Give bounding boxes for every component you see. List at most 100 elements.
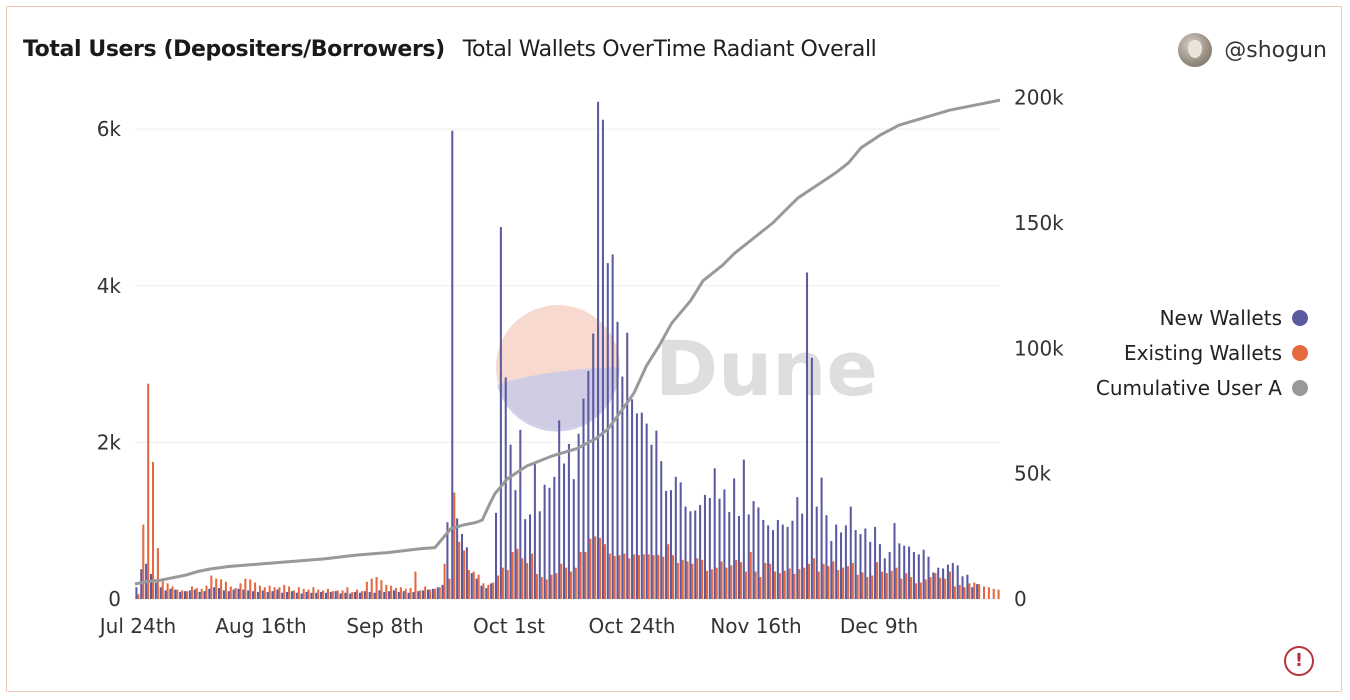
existing-wallets-bar bbox=[161, 578, 164, 599]
existing-wallets-bar bbox=[613, 555, 616, 599]
existing-wallets-bar bbox=[589, 538, 592, 599]
warning-icon[interactable]: ! bbox=[1284, 646, 1314, 676]
new-wallets-bar bbox=[650, 444, 653, 599]
existing-wallets-bar bbox=[351, 591, 354, 599]
new-wallets-bar bbox=[339, 593, 342, 599]
new-wallets-bar bbox=[747, 514, 750, 599]
new-wallets-bar bbox=[354, 591, 357, 599]
new-wallets-bar bbox=[840, 532, 843, 599]
existing-wallets-bar bbox=[531, 553, 534, 599]
new-wallets-bar bbox=[188, 590, 191, 599]
new-wallets-bar bbox=[767, 525, 770, 599]
new-wallets-bar bbox=[820, 477, 823, 599]
existing-wallets-bar bbox=[603, 544, 606, 599]
existing-wallets-bar bbox=[992, 588, 995, 599]
new-wallets-bar bbox=[956, 565, 959, 599]
new-wallets-bar bbox=[703, 494, 706, 599]
new-wallets-bar bbox=[626, 332, 629, 599]
existing-wallets-bar bbox=[798, 569, 801, 599]
new-wallets-bar bbox=[300, 593, 303, 599]
new-wallets-bar bbox=[752, 501, 755, 599]
new-wallets-bar bbox=[324, 592, 327, 599]
existing-wallets-bar bbox=[574, 567, 577, 599]
new-wallets-bar bbox=[436, 587, 439, 599]
new-wallets-bar bbox=[310, 592, 313, 599]
existing-wallets-bar bbox=[793, 573, 796, 599]
existing-wallets-bar bbox=[336, 590, 339, 599]
new-wallets-bar bbox=[198, 591, 201, 599]
new-wallets-bar bbox=[315, 592, 318, 599]
new-wallets-bar bbox=[937, 567, 940, 599]
new-wallets-bar bbox=[762, 519, 765, 599]
author-badge[interactable]: @shogun bbox=[1178, 33, 1327, 67]
existing-wallets-bar bbox=[642, 554, 645, 599]
new-wallets-bar bbox=[203, 591, 206, 599]
legend-item-cumulative[interactable]: Cumulative User A bbox=[1096, 370, 1308, 405]
cumulative-line-layer bbox=[134, 98, 1001, 586]
existing-wallets-bar bbox=[487, 584, 490, 599]
existing-wallets-bar bbox=[633, 554, 636, 599]
existing-wallets-bar bbox=[599, 537, 602, 599]
existing-wallets-bar bbox=[492, 582, 495, 599]
new-wallets-bar bbox=[679, 482, 682, 599]
new-wallets-bar bbox=[645, 423, 648, 599]
new-wallets-bar bbox=[742, 459, 745, 599]
new-wallets-bar bbox=[232, 589, 235, 599]
existing-wallets-bar bbox=[696, 558, 699, 599]
new-wallets-bar bbox=[631, 399, 634, 599]
new-wallets-bar bbox=[874, 526, 877, 599]
existing-wallets-bar bbox=[501, 567, 504, 599]
new-wallets-bar bbox=[470, 573, 473, 599]
existing-wallets-bar bbox=[978, 584, 981, 599]
existing-wallets-bar bbox=[934, 573, 937, 599]
legend-item-new-wallets[interactable]: New Wallets bbox=[1096, 300, 1308, 335]
chart-title: Total Users (Depositers/Borrowers) bbox=[23, 36, 445, 62]
new-wallets-bar bbox=[737, 515, 741, 599]
new-wallets-bars bbox=[135, 101, 979, 600]
new-wallets-bar bbox=[407, 592, 410, 599]
new-wallets-bar bbox=[903, 545, 906, 599]
existing-wallets-bar bbox=[234, 588, 237, 599]
new-wallets-bar bbox=[431, 588, 434, 599]
x-tick-label: Dec 9th bbox=[840, 614, 918, 638]
x-axis: Jul 24th Aug 16th Sep 8th Oct 1st Oct 24th No… bbox=[98, 614, 918, 638]
existing-wallets-bar bbox=[919, 582, 922, 599]
existing-wallets-bar bbox=[861, 572, 864, 599]
existing-wallets-bar bbox=[297, 587, 300, 599]
new-wallets-bar bbox=[563, 463, 566, 599]
existing-wallets-bar bbox=[817, 571, 820, 599]
new-wallets-bar bbox=[261, 590, 264, 599]
existing-wallets-bar bbox=[263, 587, 266, 599]
existing-wallets-bar bbox=[317, 589, 320, 599]
existing-wallets-bar bbox=[842, 567, 845, 599]
new-wallets-bar bbox=[660, 461, 663, 599]
new-wallets-bar bbox=[976, 584, 979, 599]
new-wallets-bar bbox=[699, 505, 702, 599]
new-wallets-bar bbox=[218, 588, 221, 599]
existing-wallets-bar bbox=[715, 567, 718, 599]
new-wallets-bar bbox=[519, 429, 522, 599]
existing-wallets-bar bbox=[535, 573, 538, 599]
existing-wallets-bar bbox=[618, 555, 621, 599]
x-tick-label: Nov 16th bbox=[710, 614, 801, 638]
existing-wallets-bar bbox=[463, 550, 466, 599]
existing-wallets-bar bbox=[594, 536, 597, 599]
new-wallets-bar bbox=[592, 333, 595, 599]
legend-item-existing-wallets[interactable]: Existing Wallets bbox=[1096, 335, 1308, 370]
existing-wallets-bar bbox=[744, 571, 747, 599]
existing-wallets-bar bbox=[380, 580, 383, 599]
existing-wallets-bar bbox=[190, 586, 193, 599]
existing-wallets-bar bbox=[429, 589, 432, 599]
existing-wallets-bar bbox=[224, 581, 227, 599]
existing-wallets-bar bbox=[725, 567, 728, 599]
y-right-tick-label: 50k bbox=[1014, 462, 1051, 486]
new-wallets-bar bbox=[276, 589, 279, 599]
new-wallets-bar bbox=[135, 587, 138, 599]
new-wallets-bar bbox=[684, 506, 687, 599]
new-wallets-bar bbox=[529, 514, 532, 599]
legend-dot-cumulative bbox=[1292, 379, 1308, 396]
new-wallets-bar bbox=[485, 588, 488, 599]
existing-wallets-bar bbox=[740, 562, 743, 599]
existing-wallets-bar bbox=[331, 591, 334, 599]
existing-wallets-bar bbox=[895, 567, 898, 599]
